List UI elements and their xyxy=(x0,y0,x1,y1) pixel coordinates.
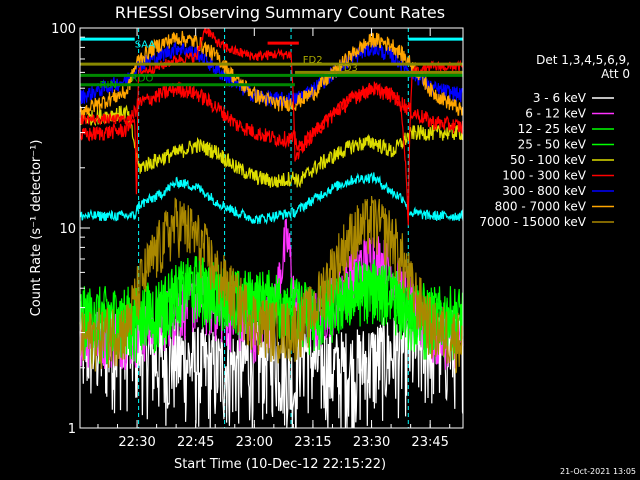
series-line-100-300-kev xyxy=(79,81,464,154)
legend-label-3-6-kev: 3 - 6 keV xyxy=(533,91,587,105)
legend-label-300-800-kev: 300 - 800 keV xyxy=(502,184,586,198)
plot-area: SAA FD2 FD3 RDO RIN xyxy=(79,27,464,429)
annotation-fd2: FD2 xyxy=(303,55,323,66)
legend-label-800-7000-kev: 800 - 7000 keV xyxy=(495,200,587,214)
annotation-rdo: RDO xyxy=(131,74,154,85)
chart-title: RHESSI Observing Summary Count Rates xyxy=(115,3,445,22)
x-tick-label-0: 22:30 xyxy=(118,435,155,450)
y-axis-label: Count Rate (s⁻¹ detector⁻¹) xyxy=(29,140,44,317)
x-tick-label-2: 23:00 xyxy=(236,435,273,450)
legend-label-25-50-kev: 25 - 50 keV xyxy=(518,138,587,152)
x-tick-label-1: 22:45 xyxy=(177,435,214,450)
series-line-7000-15000-kev xyxy=(79,195,464,375)
x-tick-label-3: 23:15 xyxy=(294,435,331,450)
x-tick-label-4: 23:30 xyxy=(353,435,390,450)
x-axis-label: Start Time (10-Dec-12 22:15:22) xyxy=(174,457,386,472)
extra-trace-line-0 xyxy=(79,172,464,225)
annotation-fd3: FD3 xyxy=(338,63,358,74)
legend: Det 1,3,4,5,6,9,Att 0 3 - 6 keV 6 - 12 keV… xyxy=(479,53,630,229)
legend-header-0: Det 1,3,4,5,6,9, xyxy=(536,53,630,67)
legend-header-1: Att 0 xyxy=(601,67,630,81)
x-tick-label-5: 23:45 xyxy=(411,435,448,450)
annotation-saa: SAA xyxy=(135,39,156,50)
extra-trace-line-1 xyxy=(79,27,464,226)
legend-label-50-100-kev: 50 - 100 keV xyxy=(510,153,587,167)
legend-label-100-300-kev: 100 - 300 keV xyxy=(502,169,586,183)
legend-label-12-25-kev: 12 - 25 keV xyxy=(518,122,587,136)
series-line-50-100-kev xyxy=(79,104,464,189)
y-tick-label-1: 10 xyxy=(59,222,76,237)
series-line-800-7000-kev xyxy=(79,30,464,119)
legend-label-6-12-kev: 6 - 12 keV xyxy=(525,107,587,121)
y-tick-label-2: 100 xyxy=(51,22,76,37)
y-tick-label-0: 1 xyxy=(68,422,76,437)
legend-label-7000-15000-kev: 7000 - 15000 keV xyxy=(479,215,586,229)
footer-timestamp: 21-Oct-2021 13:05 xyxy=(560,467,636,476)
axes: 22:30 22:45 23:00 23:15 23:30 23:45 1 10 100 xyxy=(51,22,451,450)
annotation-rin: RIN xyxy=(100,80,117,91)
